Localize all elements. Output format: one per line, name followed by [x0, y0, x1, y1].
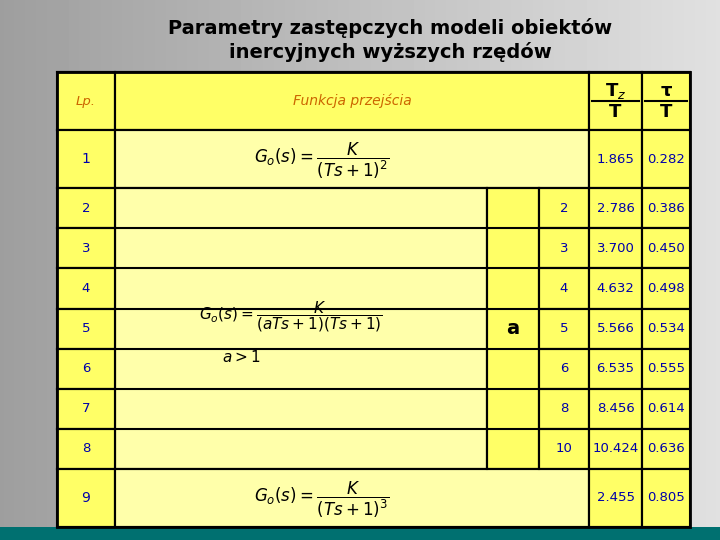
Text: Lp.: Lp.: [76, 94, 96, 107]
Text: 0.386: 0.386: [647, 202, 685, 215]
Text: 10.424: 10.424: [593, 442, 639, 455]
Polygon shape: [57, 268, 115, 308]
Text: $\mathbf{T}$: $\mathbf{T}$: [608, 103, 623, 120]
Polygon shape: [57, 308, 115, 349]
Text: 2: 2: [82, 202, 90, 215]
Polygon shape: [487, 188, 539, 469]
Text: 0.450: 0.450: [647, 242, 685, 255]
Polygon shape: [539, 429, 589, 469]
Text: 2.455: 2.455: [596, 491, 634, 504]
Polygon shape: [642, 389, 690, 429]
Text: 0.555: 0.555: [647, 362, 685, 375]
Polygon shape: [642, 72, 690, 130]
Text: $\mathbf{T}$: $\mathbf{T}$: [659, 103, 673, 120]
Polygon shape: [642, 308, 690, 349]
Polygon shape: [539, 228, 589, 268]
Text: 0.614: 0.614: [647, 402, 685, 415]
Text: 10: 10: [556, 442, 572, 455]
Text: 1.865: 1.865: [597, 153, 634, 166]
Polygon shape: [57, 228, 115, 268]
Polygon shape: [589, 188, 642, 228]
Text: $G_o(s) = \dfrac{K}{(Ts+1)^3}$: $G_o(s) = \dfrac{K}{(Ts+1)^3}$: [254, 480, 390, 520]
Polygon shape: [642, 130, 690, 188]
Polygon shape: [589, 308, 642, 349]
Polygon shape: [539, 308, 589, 349]
Polygon shape: [589, 228, 642, 268]
Polygon shape: [642, 429, 690, 469]
Text: 8: 8: [82, 442, 90, 455]
Polygon shape: [0, 527, 720, 540]
Text: $G_o(s) = \dfrac{K}{(Ts+1)^2}$: $G_o(s) = \dfrac{K}{(Ts+1)^2}$: [254, 141, 390, 181]
Text: 5: 5: [559, 322, 568, 335]
Polygon shape: [115, 72, 589, 130]
Text: 4.632: 4.632: [597, 282, 634, 295]
Polygon shape: [642, 349, 690, 389]
Polygon shape: [589, 130, 642, 188]
Polygon shape: [539, 389, 589, 429]
Text: 4: 4: [560, 282, 568, 295]
Text: 1: 1: [81, 152, 91, 166]
Text: $\mathbf{T}_z$: $\mathbf{T}_z$: [605, 80, 626, 100]
Text: 4: 4: [82, 282, 90, 295]
Text: 8: 8: [560, 402, 568, 415]
Polygon shape: [589, 469, 642, 527]
Polygon shape: [115, 188, 487, 469]
Polygon shape: [115, 130, 589, 188]
Polygon shape: [589, 268, 642, 308]
Text: 0.636: 0.636: [647, 442, 685, 455]
Polygon shape: [57, 188, 115, 228]
Text: 6: 6: [82, 362, 90, 375]
Polygon shape: [642, 228, 690, 268]
Polygon shape: [115, 469, 589, 527]
Polygon shape: [642, 469, 690, 527]
Text: $G_o(s) = \dfrac{K}{(aTs+1)(Ts+1)}$: $G_o(s) = \dfrac{K}{(aTs+1)(Ts+1)}$: [199, 299, 383, 334]
Text: $a > 1$: $a > 1$: [222, 348, 260, 364]
Text: $\mathbf{a}$: $\mathbf{a}$: [506, 319, 520, 338]
Polygon shape: [539, 268, 589, 308]
Text: 6: 6: [560, 362, 568, 375]
Text: 3.700: 3.700: [597, 242, 634, 255]
Polygon shape: [57, 469, 115, 527]
Polygon shape: [539, 188, 589, 228]
Polygon shape: [57, 389, 115, 429]
Polygon shape: [539, 349, 589, 389]
Polygon shape: [589, 349, 642, 389]
Polygon shape: [642, 268, 690, 308]
Polygon shape: [57, 429, 115, 469]
Text: 2.786: 2.786: [597, 202, 634, 215]
Text: $\mathbf{\tau}$: $\mathbf{\tau}$: [660, 82, 672, 99]
Text: 0.805: 0.805: [647, 491, 685, 504]
Polygon shape: [57, 130, 115, 188]
Text: 8.456: 8.456: [597, 402, 634, 415]
Text: 6.535: 6.535: [596, 362, 634, 375]
Text: 0.282: 0.282: [647, 153, 685, 166]
Text: 3: 3: [82, 242, 90, 255]
Text: 5.566: 5.566: [597, 322, 634, 335]
Polygon shape: [57, 72, 115, 130]
Text: 5: 5: [82, 322, 90, 335]
Polygon shape: [589, 389, 642, 429]
Text: Funkcja przejścia: Funkcja przejścia: [292, 94, 411, 109]
Polygon shape: [589, 429, 642, 469]
Text: Parametry zastępczych modeli obiektów: Parametry zastępczych modeli obiektów: [168, 18, 612, 38]
Text: 7: 7: [82, 402, 90, 415]
Text: 9: 9: [81, 491, 91, 505]
Text: inercyjnych wyższych rzędów: inercyjnych wyższych rzędów: [229, 42, 552, 62]
Text: 0.498: 0.498: [647, 282, 685, 295]
Text: 0.534: 0.534: [647, 322, 685, 335]
Text: 3: 3: [559, 242, 568, 255]
Text: 2: 2: [559, 202, 568, 215]
Polygon shape: [642, 188, 690, 228]
Polygon shape: [57, 349, 115, 389]
Polygon shape: [589, 72, 642, 130]
